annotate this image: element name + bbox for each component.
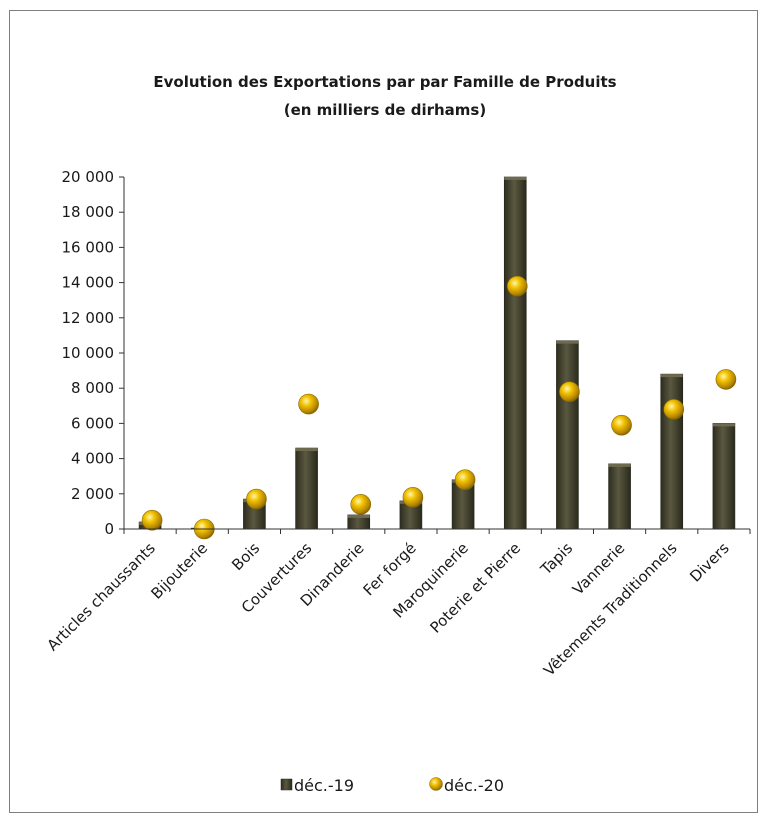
x-category-label: Tapis (536, 539, 576, 579)
bar (556, 340, 579, 530)
marker-point (559, 381, 580, 403)
bar (295, 447, 318, 530)
y-tick-label: 16 000 (62, 238, 115, 256)
bar (712, 423, 736, 530)
y-tick-label: 14 000 (62, 274, 115, 292)
legend: déc.-19 déc.-20 (280, 776, 504, 795)
y-axis: 0 2 000 4 000 6 000 8 000 10 000 12 000 14 000 1… (62, 168, 125, 538)
chart-subtitle: (en milliers de dirhams) (284, 101, 486, 119)
legend-label-dec19: déc.-19 (294, 776, 354, 795)
y-tick-label: 8 000 (71, 379, 114, 397)
chart-title: Evolution des Exportations par par Famil… (153, 73, 616, 91)
legend-swatch-bar (280, 778, 293, 791)
marker-series (141, 275, 737, 540)
bar-cap (660, 374, 683, 378)
y-tick-label: 18 000 (62, 203, 115, 221)
y-tick-label: 12 000 (62, 309, 115, 327)
legend-label-dec20: déc.-20 (444, 776, 504, 795)
marker-point (506, 275, 528, 297)
marker-point (663, 399, 685, 420)
marker-point (246, 488, 267, 510)
y-tick-label: 2 000 (71, 485, 114, 503)
x-category-label: Articles chaussants (44, 539, 160, 655)
bar-series (138, 176, 736, 530)
chart-svg: Evolution des Exportations par par Famil… (44, 73, 751, 795)
marker-point (298, 393, 319, 415)
bar-cap (608, 463, 631, 467)
bar (503, 176, 527, 530)
legend-swatch-marker (429, 777, 443, 791)
marker-point (402, 487, 424, 508)
y-tick-label: 4 000 (71, 450, 114, 468)
x-category-label: Poterie et Pierre (426, 539, 524, 637)
bar (608, 463, 631, 530)
bar-cap (347, 514, 370, 518)
y-tick-label: 10 000 (62, 344, 115, 362)
bar-cap (504, 177, 527, 180)
bar-cap (556, 340, 579, 344)
y-tick-label: 6 000 (71, 414, 114, 432)
bar-cap (295, 448, 318, 452)
y-tick-label: 0 (104, 520, 114, 538)
x-category-label: Bois (228, 539, 263, 574)
marker-point (141, 509, 163, 531)
chart-frame: Evolution des Exportations par par Famil… (9, 10, 758, 813)
marker-point (350, 494, 372, 515)
x-category-label: Bijouterie (147, 539, 211, 603)
y-tick-label: 20 000 (62, 168, 115, 186)
bar-cap (712, 423, 735, 427)
marker-point (611, 414, 632, 436)
marker-point (715, 369, 737, 390)
x-category-label: Divers (686, 539, 733, 586)
marker-point (454, 469, 476, 491)
bar (660, 373, 684, 530)
